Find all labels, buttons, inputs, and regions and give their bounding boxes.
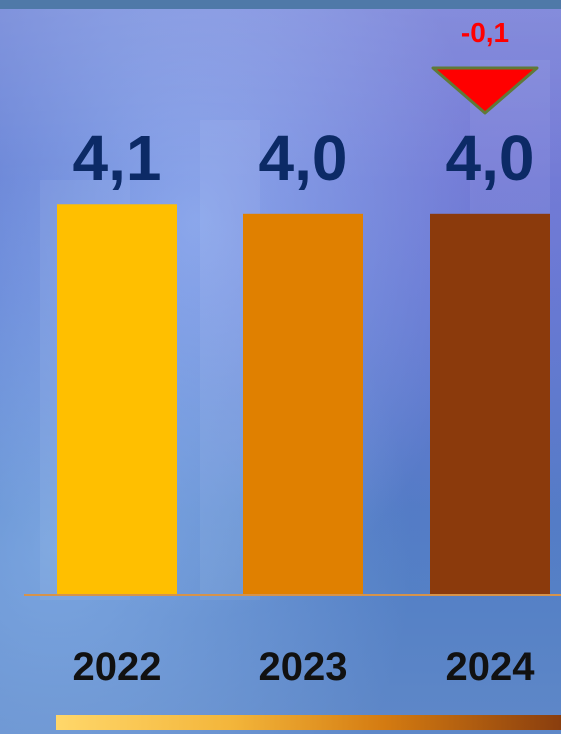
bar-2024 [430, 213, 550, 596]
value-label-2024: 4,0 [446, 122, 535, 194]
category-label-2022: 2022 [73, 645, 162, 689]
bars-group [57, 204, 550, 596]
labels-group: 4,1 2022 4,0 2023 4,0 2024 [73, 122, 536, 689]
value-label-2022: 4,1 [73, 122, 162, 194]
change-label: -0,1 [461, 17, 509, 48]
top-border [0, 0, 561, 9]
color-gradient-strip [56, 715, 561, 730]
bar-2022 [57, 204, 177, 595]
category-label-2024: 2024 [446, 645, 536, 689]
value-label-2023: 4,0 [259, 122, 348, 194]
bar-2023 [243, 213, 363, 596]
down-arrow-icon [431, 66, 539, 115]
change-indicator-group: -0,1 [431, 17, 539, 115]
category-label-2023: 2023 [259, 645, 348, 689]
